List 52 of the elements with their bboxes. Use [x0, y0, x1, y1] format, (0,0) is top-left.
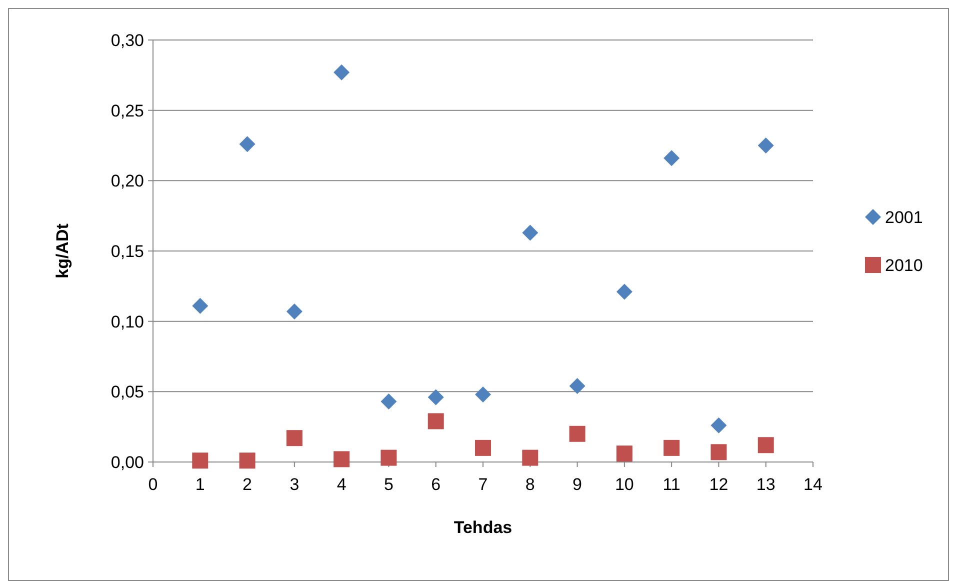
point: [334, 64, 350, 80]
point: [239, 136, 256, 152]
y-axis-title: kg/ADt: [53, 223, 72, 278]
x-tick-label: 6: [431, 475, 441, 494]
point: [710, 444, 727, 460]
point: [475, 440, 491, 456]
y-tick-label: 0,25: [110, 101, 144, 120]
point: [522, 450, 538, 466]
point: [664, 150, 680, 166]
point: [569, 426, 586, 442]
x-tick-label: 7: [478, 475, 488, 494]
point: [192, 298, 208, 314]
x-tick-label: 0: [148, 475, 158, 494]
x-tick-label: 9: [572, 475, 582, 494]
point: [616, 446, 632, 462]
y-tick-label: 0,05: [110, 382, 144, 402]
point: [616, 284, 632, 300]
point: [192, 452, 208, 469]
x-tick-label: 2: [242, 475, 252, 494]
y-tick-label: 0,10: [110, 312, 144, 332]
point: [758, 437, 774, 454]
point: [380, 394, 397, 410]
point: [428, 413, 444, 430]
point: [334, 451, 350, 468]
point: [286, 303, 302, 320]
point: [522, 224, 538, 241]
x-tick-label: 12: [709, 475, 728, 494]
point: [758, 138, 774, 154]
x-tick-label: 14: [804, 475, 822, 494]
y-tick-label: 0,20: [110, 172, 144, 191]
x-tick-label: 13: [756, 475, 776, 494]
point: [428, 389, 444, 406]
y-tick-label: 0,30: [110, 30, 144, 50]
x-tick-label: 10: [614, 475, 634, 494]
x-axis-title: Tehdas: [454, 518, 512, 537]
point: [286, 430, 302, 446]
x-tick-label: 8: [525, 475, 535, 494]
point: [569, 378, 586, 394]
x-tick-label: 11: [662, 475, 680, 494]
point: [475, 386, 491, 402]
x-tick-label: 5: [384, 475, 394, 494]
y-tick-label: 0,00: [110, 452, 144, 472]
y-tick-label: 0,15: [110, 242, 144, 261]
x-tick-label: 4: [336, 475, 346, 494]
x-tick-label: 1: [195, 475, 205, 494]
legend-label: 2001: [885, 208, 923, 227]
point: [664, 440, 680, 456]
point: [710, 417, 727, 434]
point: [239, 452, 256, 469]
point: [380, 450, 397, 466]
legend-label: 2010: [885, 256, 923, 275]
x-tick-label: 3: [290, 475, 300, 494]
